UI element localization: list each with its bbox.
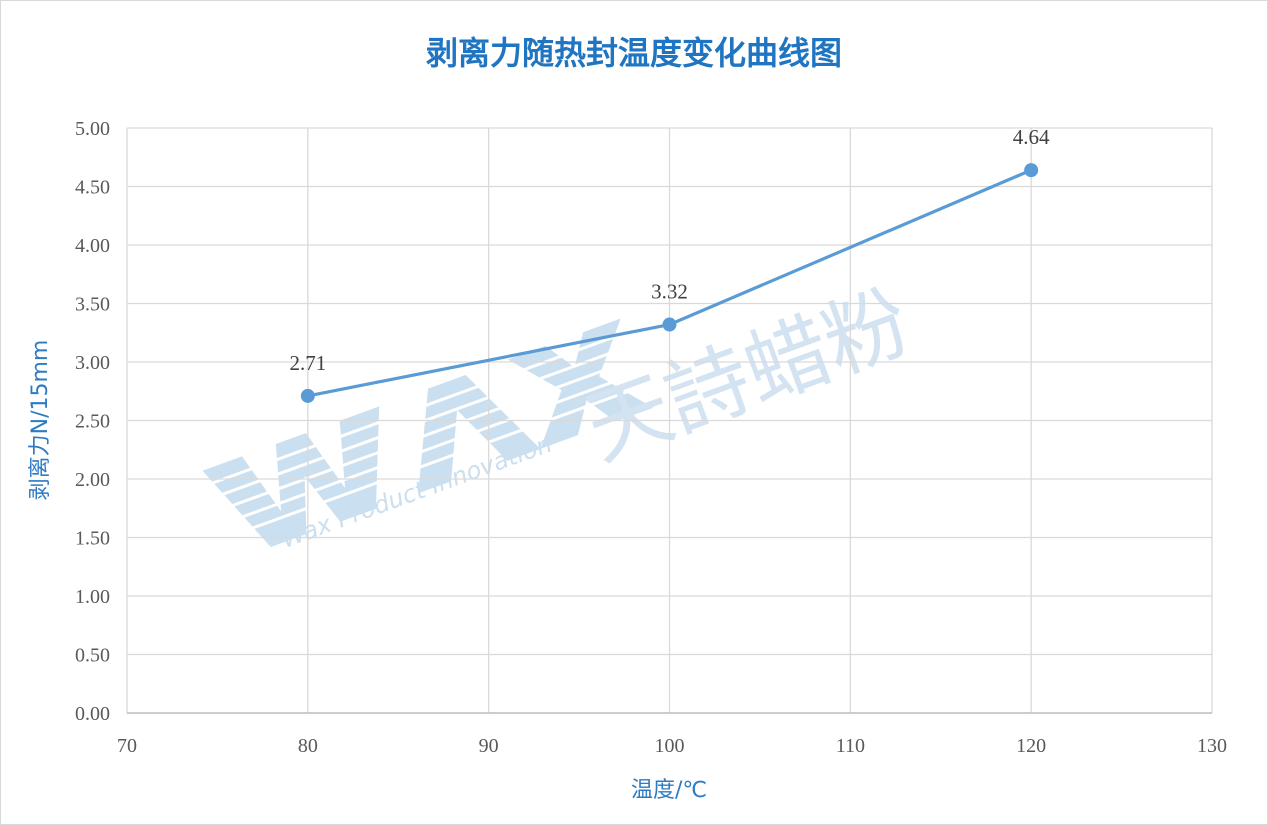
data-point — [300, 388, 315, 403]
x-tick-label: 110 — [836, 735, 865, 757]
y-tick-label: 0.00 — [75, 703, 110, 725]
y-tick-label: 3.50 — [75, 294, 110, 316]
data-label: 2.71 — [289, 351, 326, 375]
watermark-brand: 天詩蜡粉 — [573, 272, 922, 479]
x-tick-label: 90 — [479, 735, 499, 757]
data-point — [662, 317, 677, 332]
y-tick-label: 1.00 — [75, 586, 110, 608]
y-tick-label: 3.00 — [75, 352, 110, 374]
x-tick-label: 70 — [117, 735, 137, 757]
y-tick-label: 0.50 — [75, 645, 110, 667]
y-tick-label: 4.50 — [75, 177, 110, 199]
x-axis-label: 温度/℃ — [630, 778, 708, 803]
x-tick-label: 130 — [1197, 735, 1227, 757]
y-tick-label: 2.50 — [75, 411, 110, 433]
data-label: 3.32 — [651, 280, 688, 304]
grid-lines — [126, 127, 1213, 714]
series-line: 2.71 3.32 4.64 — [289, 125, 1050, 403]
data-label: 4.64 — [1013, 125, 1050, 149]
watermark: Wax Product Innovation 天詩蜡粉 — [202, 272, 923, 554]
y-axis-label: 剥离力N/15mm — [28, 339, 53, 501]
y-tick-label: 5.00 — [75, 118, 110, 140]
y-tick-label: 1.50 — [75, 528, 110, 550]
x-tick-label: 120 — [1016, 735, 1046, 757]
data-point — [1024, 163, 1039, 178]
axes: 0.00 0.50 1.00 1.50 2.00 2.50 3.00 3.50 4.00 4.50… — [75, 118, 1227, 757]
y-tick-label: 2.00 — [75, 469, 110, 491]
y-tick-label: 4.00 — [75, 235, 110, 257]
x-tick-label: 80 — [298, 735, 318, 757]
chart-title: 剥离力随热封温度变化曲线图 — [425, 34, 842, 72]
x-tick-label: 100 — [655, 735, 685, 757]
